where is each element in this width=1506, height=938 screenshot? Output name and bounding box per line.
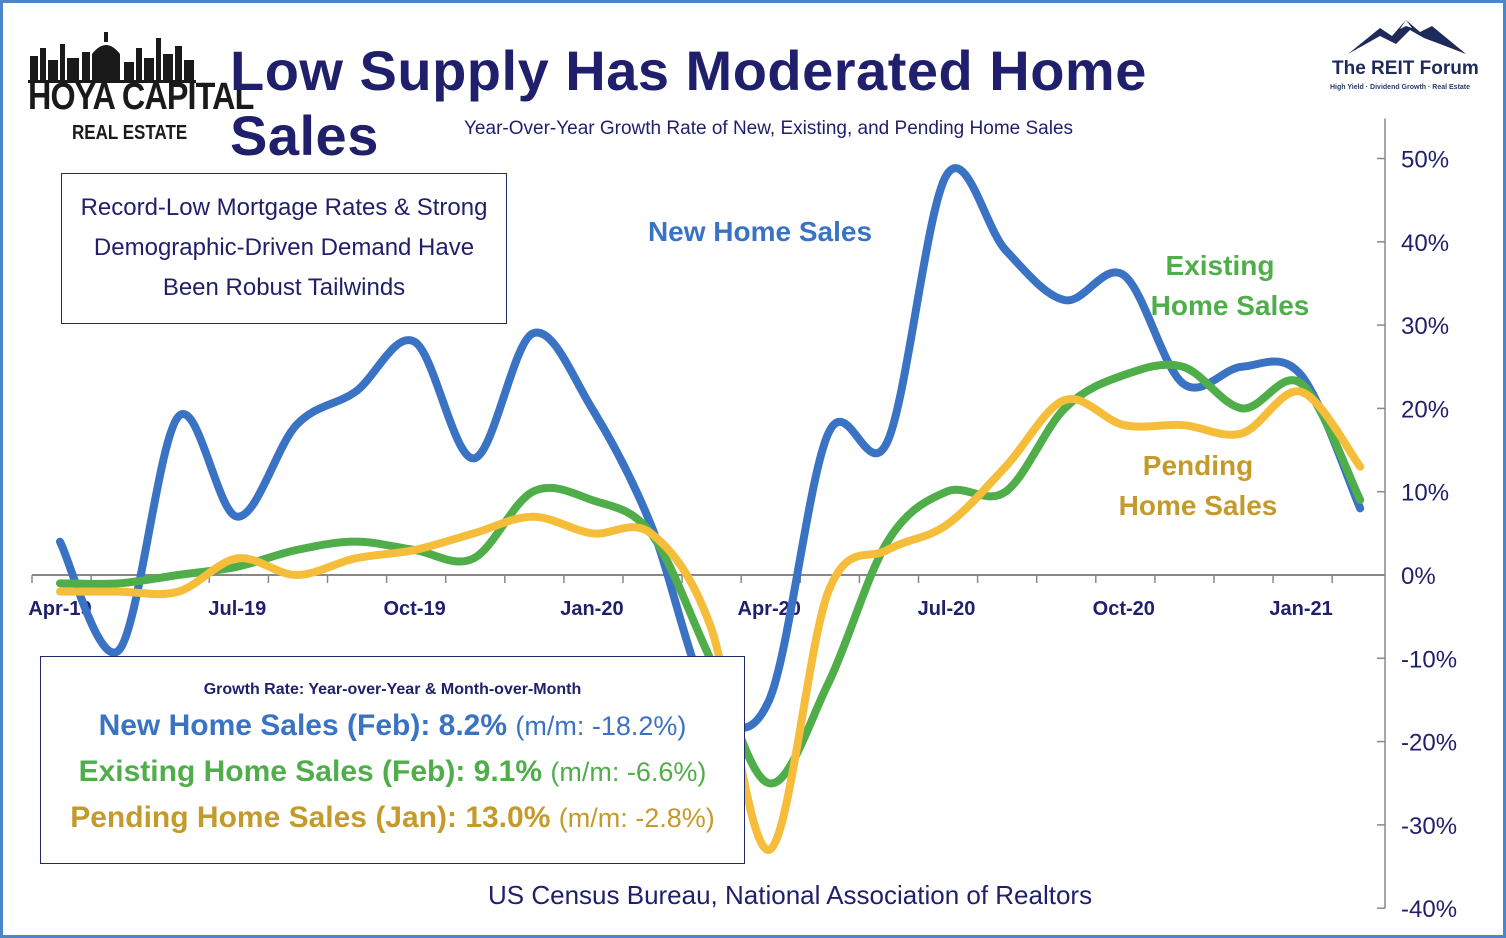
note-line: Demographic-Driven Demand Have (93, 234, 475, 261)
y-tick-label: 30% (1401, 313, 1449, 340)
source-note: US Census Bureau, National Association o… (488, 880, 1093, 910)
x-tick-label: Oct-19 (383, 598, 445, 620)
y-tick-label: 50% (1401, 147, 1449, 174)
y-tick-label: -30% (1401, 813, 1457, 840)
stat-pending-mm: (m/m: -2.8%) (558, 803, 715, 833)
hoya-capital-name: HOYA CAPITAL (28, 76, 254, 118)
page-title: Low Supply Has Moderated Home Sales (230, 39, 1147, 167)
existing-label-line: Home Sales (1150, 290, 1310, 321)
existing-label-line: Existing (1165, 250, 1275, 281)
stat-existing-home-sales: Existing Home Sales (Feb): 9.1% (m/m: -6… (41, 749, 744, 795)
stat-existing-value: Existing Home Sales (Feb): 9.1% (78, 755, 543, 788)
y-tick-label: 10% (1401, 480, 1449, 507)
y-tick-label: 40% (1401, 230, 1449, 257)
x-tick-label: Jan-21 (1269, 598, 1332, 620)
pending-home-sales-label: Pending Home Sales (1108, 446, 1288, 526)
stat-pending-home-sales: Pending Home Sales (Jan): 13.0% (m/m: -2… (41, 795, 744, 841)
series-line-pending (56, 387, 1365, 854)
x-tick-label: Jul-20 (918, 598, 976, 620)
chart-subtitle: Year-Over-Year Growth Rate of New, Exist… (464, 118, 1074, 139)
y-tick-label: 20% (1401, 396, 1449, 423)
y-tick-label: -40% (1401, 896, 1457, 923)
pending-label-line: Home Sales (1118, 490, 1278, 521)
new-home-sales-label: New Home Sales (647, 216, 873, 247)
x-tick-label: Apr-19 (28, 598, 91, 620)
pending-label-line: Pending (1142, 450, 1254, 481)
growth-stats-box: Growth Rate: Year-over-Year & Month-over… (40, 656, 745, 864)
existing-home-sales-label: Existing Home Sales (1140, 246, 1320, 326)
reit-forum-name: The REIT Forum (1332, 58, 1479, 79)
series-line-existing (56, 360, 1365, 788)
x-tick-label: Oct-20 (1093, 598, 1155, 620)
y-tick-label: -20% (1401, 730, 1457, 757)
x-tick-label: Apr-20 (738, 598, 801, 620)
y-tick-label: -10% (1401, 646, 1457, 673)
stat-new-mm: (m/m: -18.2%) (515, 711, 687, 741)
y-tick-label: 0% (1401, 563, 1436, 590)
skyline-icon (28, 32, 196, 83)
note-line: Record-Low Mortgage Rates & Strong (80, 194, 488, 221)
hoya-capital-subtitle: REAL ESTATE (72, 122, 188, 144)
x-tick-label: Jul-19 (208, 598, 266, 620)
reit-forum-tagline: High Yield · Dividend Growth · Real Esta… (1330, 84, 1471, 91)
stat-existing-mm: (m/m: -6.6%) (550, 757, 707, 787)
stat-pending-value: Pending Home Sales (Jan): 13.0% (70, 801, 551, 834)
mountain-icon (1348, 20, 1466, 54)
stats-heading: Growth Rate: Year-over-Year & Month-over… (203, 681, 582, 698)
hoya-capital-logo: HOYA CAPITAL REAL ESTATE (20, 18, 254, 148)
x-tick-label: Jan-20 (560, 598, 623, 620)
note-line: Been Robust Tailwinds (162, 274, 406, 301)
stat-new-value: New Home Sales (Feb): 8.2% (98, 709, 508, 742)
tailwinds-note: Record-Low Mortgage Rates & Strong Demog… (61, 173, 507, 324)
stat-new-home-sales: New Home Sales (Feb): 8.2% (m/m: -18.2%) (41, 703, 744, 749)
reit-forum-logo: The REIT Forum High Yield · Dividend Gro… (1320, 14, 1485, 104)
